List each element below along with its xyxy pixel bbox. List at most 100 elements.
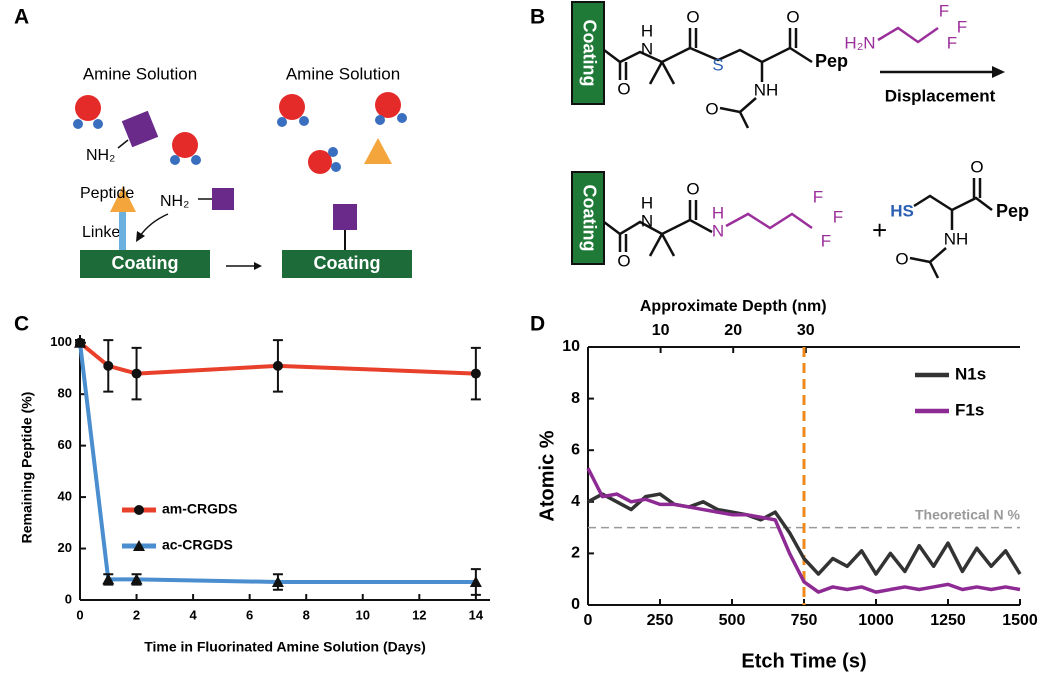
- y-tick-label: 4: [571, 493, 580, 510]
- panel-label: C: [14, 313, 29, 336]
- amine-square: [333, 204, 357, 230]
- legend-label: am-CRGDS: [162, 501, 237, 517]
- peptide-label: Peptide: [80, 185, 134, 202]
- atom: NH: [754, 80, 779, 99]
- legend-marker: [134, 505, 144, 515]
- x-tick-label: 1500: [1002, 612, 1038, 629]
- y-tick-label: 0: [65, 591, 72, 606]
- x-tick-label: 750: [791, 612, 818, 629]
- atom: O: [686, 179, 699, 198]
- y-tick-label: 10: [562, 338, 580, 355]
- atom: O: [617, 251, 630, 270]
- y-tick-label: 60: [58, 437, 72, 452]
- atom: F: [813, 187, 823, 206]
- coating-label: Coating: [579, 185, 599, 252]
- x2-tick-label: 30: [797, 322, 815, 339]
- x-axis-label: Etch Time (s): [741, 650, 866, 672]
- coating: [80, 250, 210, 278]
- y-tick-label: 40: [58, 489, 72, 504]
- x-tick-label: 8: [303, 607, 310, 622]
- legend-label: ac-CRGDS: [162, 537, 233, 553]
- reference-label: Theoretical N %: [915, 506, 1021, 522]
- coating: [571, 1, 605, 105]
- atom: F: [833, 207, 843, 226]
- atom: S: [712, 55, 723, 74]
- x-tick-label: 0: [584, 612, 593, 629]
- x-tick-label: 10: [356, 607, 370, 622]
- x-tick-label: 1000: [858, 612, 894, 629]
- x2-tick-label: 20: [724, 322, 742, 339]
- y-axis-label: Atomic %: [536, 430, 558, 521]
- solution-label: Amine Solution: [286, 64, 400, 83]
- x-axis-label: Time in Fluorinated Amine Solution (Days…: [144, 639, 426, 655]
- atom: N: [641, 211, 653, 230]
- linker-label: Linker: [82, 224, 126, 241]
- legend-label: F1s: [955, 400, 984, 419]
- arrow-label: Displacement: [885, 86, 996, 105]
- atom: N: [641, 39, 653, 58]
- atom: H: [641, 193, 653, 212]
- atom: F: [821, 231, 831, 250]
- coating: [571, 171, 605, 265]
- peptide-triangle: [364, 138, 392, 164]
- y-tick-label: 2: [571, 545, 580, 562]
- atom: H: [641, 21, 653, 40]
- atom: O: [705, 99, 718, 118]
- x-tick-label: 500: [719, 612, 746, 629]
- atom: N: [712, 221, 724, 240]
- x-tick-label: 14: [469, 607, 484, 622]
- atom: O: [895, 249, 908, 268]
- amine-square: [121, 110, 159, 148]
- coating: [282, 250, 412, 278]
- panel-label: B: [530, 6, 545, 29]
- x-tick-label: 1250: [930, 612, 966, 629]
- x-tick-label: 4: [189, 607, 197, 622]
- marker: [103, 360, 114, 371]
- atom: F: [957, 17, 967, 36]
- panel-label: D: [530, 313, 545, 336]
- y-tick-label: 20: [58, 540, 72, 555]
- marker: [469, 575, 482, 587]
- marker: [272, 360, 283, 371]
- atom: O: [970, 157, 983, 176]
- marker: [271, 575, 284, 587]
- x-tick-label: 250: [647, 612, 674, 629]
- amine-square: [212, 188, 234, 210]
- legend-marker: [133, 540, 145, 551]
- series-line: [586, 467, 1021, 594]
- y-tick-label: 8: [571, 390, 580, 407]
- y-tick-label: 0: [571, 596, 580, 613]
- atom: F: [947, 33, 957, 52]
- atom: O: [617, 79, 630, 98]
- amine-label: NH₂: [86, 147, 115, 164]
- marker: [130, 573, 143, 585]
- x-tick-label: 2: [133, 607, 140, 622]
- marker: [131, 368, 142, 379]
- peptide-triangle: [110, 186, 136, 212]
- atom: O: [786, 7, 799, 26]
- linker: [119, 212, 126, 250]
- panel-label: A: [14, 6, 29, 29]
- coating-label: Coating: [314, 253, 381, 273]
- atom: HS: [890, 201, 914, 220]
- legend-label: N1s: [955, 364, 986, 383]
- atom: NH: [944, 229, 969, 248]
- solution-label: Amine Solution: [83, 64, 197, 83]
- atom: H₂N: [844, 33, 875, 52]
- y-tick-label: 6: [571, 441, 580, 458]
- atom: H: [712, 203, 724, 222]
- marker: [74, 336, 86, 348]
- coating-label: Coating: [579, 20, 599, 87]
- atom: F: [939, 1, 949, 20]
- series-line: [587, 492, 1022, 576]
- atom: Pep: [996, 201, 1029, 221]
- x-tick-label: 6: [246, 607, 253, 622]
- panel-a: A Amine Solution Amine Solution NH₂ NH₂ …: [14, 6, 412, 278]
- y-tick-label: 80: [58, 386, 72, 401]
- y-tick-label: 100: [50, 334, 72, 349]
- x2-axis-label: Approximate Depth (nm): [640, 298, 827, 315]
- attack-arrow: [139, 213, 169, 237]
- x2-tick-label: 10: [652, 322, 670, 339]
- panel-b: B Coating N H O O S O NH O Pep H₂N F F F…: [530, 1, 1029, 279]
